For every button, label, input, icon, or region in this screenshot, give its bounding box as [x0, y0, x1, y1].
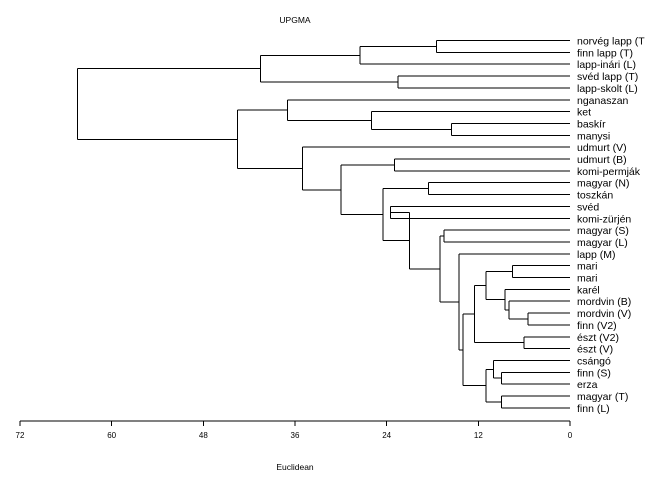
- chart-title: UPGMA: [279, 15, 311, 25]
- merge-N11: [443, 229, 570, 243]
- x-tick-label: 48: [199, 431, 208, 440]
- merge-N8: [393, 158, 570, 172]
- x-tick-label: 0: [568, 431, 573, 440]
- merge-N2: [359, 45, 570, 65]
- merge-N28: [340, 164, 395, 216]
- merge-N13: [527, 312, 570, 326]
- merge-N30: [237, 109, 303, 169]
- merge-N5: [451, 122, 570, 136]
- merge-N9: [428, 182, 570, 196]
- x-axis: 72 60 48 36 24 12 0: [16, 420, 573, 440]
- leaf-label: magyar (N): [577, 178, 630, 190]
- leaf-label: nganaszan: [577, 95, 629, 107]
- merge-N10: [389, 205, 570, 219]
- leaf-label: magyar (L): [577, 237, 628, 249]
- merge-N24: [458, 253, 570, 351]
- leaf-label: norvég lapp (T: [577, 36, 645, 48]
- leaf-label: baskír: [577, 118, 606, 130]
- leaf-label: magyar (T): [577, 391, 628, 403]
- merge-N27: [382, 188, 429, 242]
- merge-N17: [523, 336, 570, 350]
- leaf-label: lapp-skolt (L): [577, 83, 638, 95]
- leaf-label: komi-permják: [577, 166, 641, 178]
- leaf-label: lapp-inári (L): [577, 59, 636, 71]
- x-tick-label: 24: [382, 431, 391, 440]
- merge-N6: [370, 111, 570, 130]
- merge-N21: [500, 395, 570, 409]
- merge-N12: [512, 265, 570, 278]
- merge-N20: [493, 359, 570, 379]
- leaf-label: manysi: [577, 130, 610, 142]
- merge-N31: [76, 68, 261, 140]
- leaf-label: finn (S): [577, 367, 611, 379]
- leaf-label: karél: [577, 284, 600, 296]
- x-tick-label: 72: [16, 431, 25, 440]
- leaf-label: ket: [577, 107, 591, 119]
- leaf-label: mari: [577, 261, 597, 273]
- leaf-label: észt (V2): [577, 332, 619, 344]
- merge-N14: [508, 300, 570, 320]
- x-tick-label: 36: [291, 431, 300, 440]
- leaf-label: finn (L): [577, 403, 610, 415]
- merge-N16: [485, 271, 513, 301]
- leaf-label: toszkán: [577, 190, 613, 202]
- leaf-label: mari: [577, 273, 597, 285]
- merge-N29: [302, 146, 570, 191]
- x-tick-label: 12: [474, 431, 483, 440]
- leaf-label: mordvin (B): [577, 296, 631, 308]
- leaf-label: udmurt (V): [577, 142, 627, 154]
- leaf-label: finn lapp (T): [577, 47, 633, 59]
- merge-N18: [474, 285, 525, 344]
- leaf-label: svéd: [577, 201, 599, 213]
- leaf-label: lapp (M): [577, 249, 616, 261]
- leaf-label: magyar (S): [577, 225, 629, 237]
- leaf-label: mordvin (V): [577, 308, 631, 320]
- leaf-label: udmurt (B): [577, 154, 627, 166]
- merge-N3: [397, 75, 570, 89]
- leaf-label: komi-zürjén: [577, 213, 631, 225]
- x-axis-label: Euclidean: [276, 462, 314, 472]
- merge-N19: [500, 371, 570, 385]
- merge-N1: [435, 40, 570, 53]
- merge-N15: [504, 288, 570, 311]
- leaf-label: erza: [577, 379, 598, 391]
- merge-N4: [260, 54, 399, 83]
- leaf-label: finn (V2): [577, 320, 617, 332]
- leaf-label: észt (V): [577, 344, 613, 356]
- merge-N7: [286, 99, 570, 121]
- leaf-label: svéd lapp (T): [577, 71, 638, 83]
- merge-N25: [439, 235, 460, 303]
- dendrogram-links: [76, 40, 570, 409]
- leaf-label: csángó: [577, 355, 611, 367]
- x-tick-label: 60: [107, 431, 116, 440]
